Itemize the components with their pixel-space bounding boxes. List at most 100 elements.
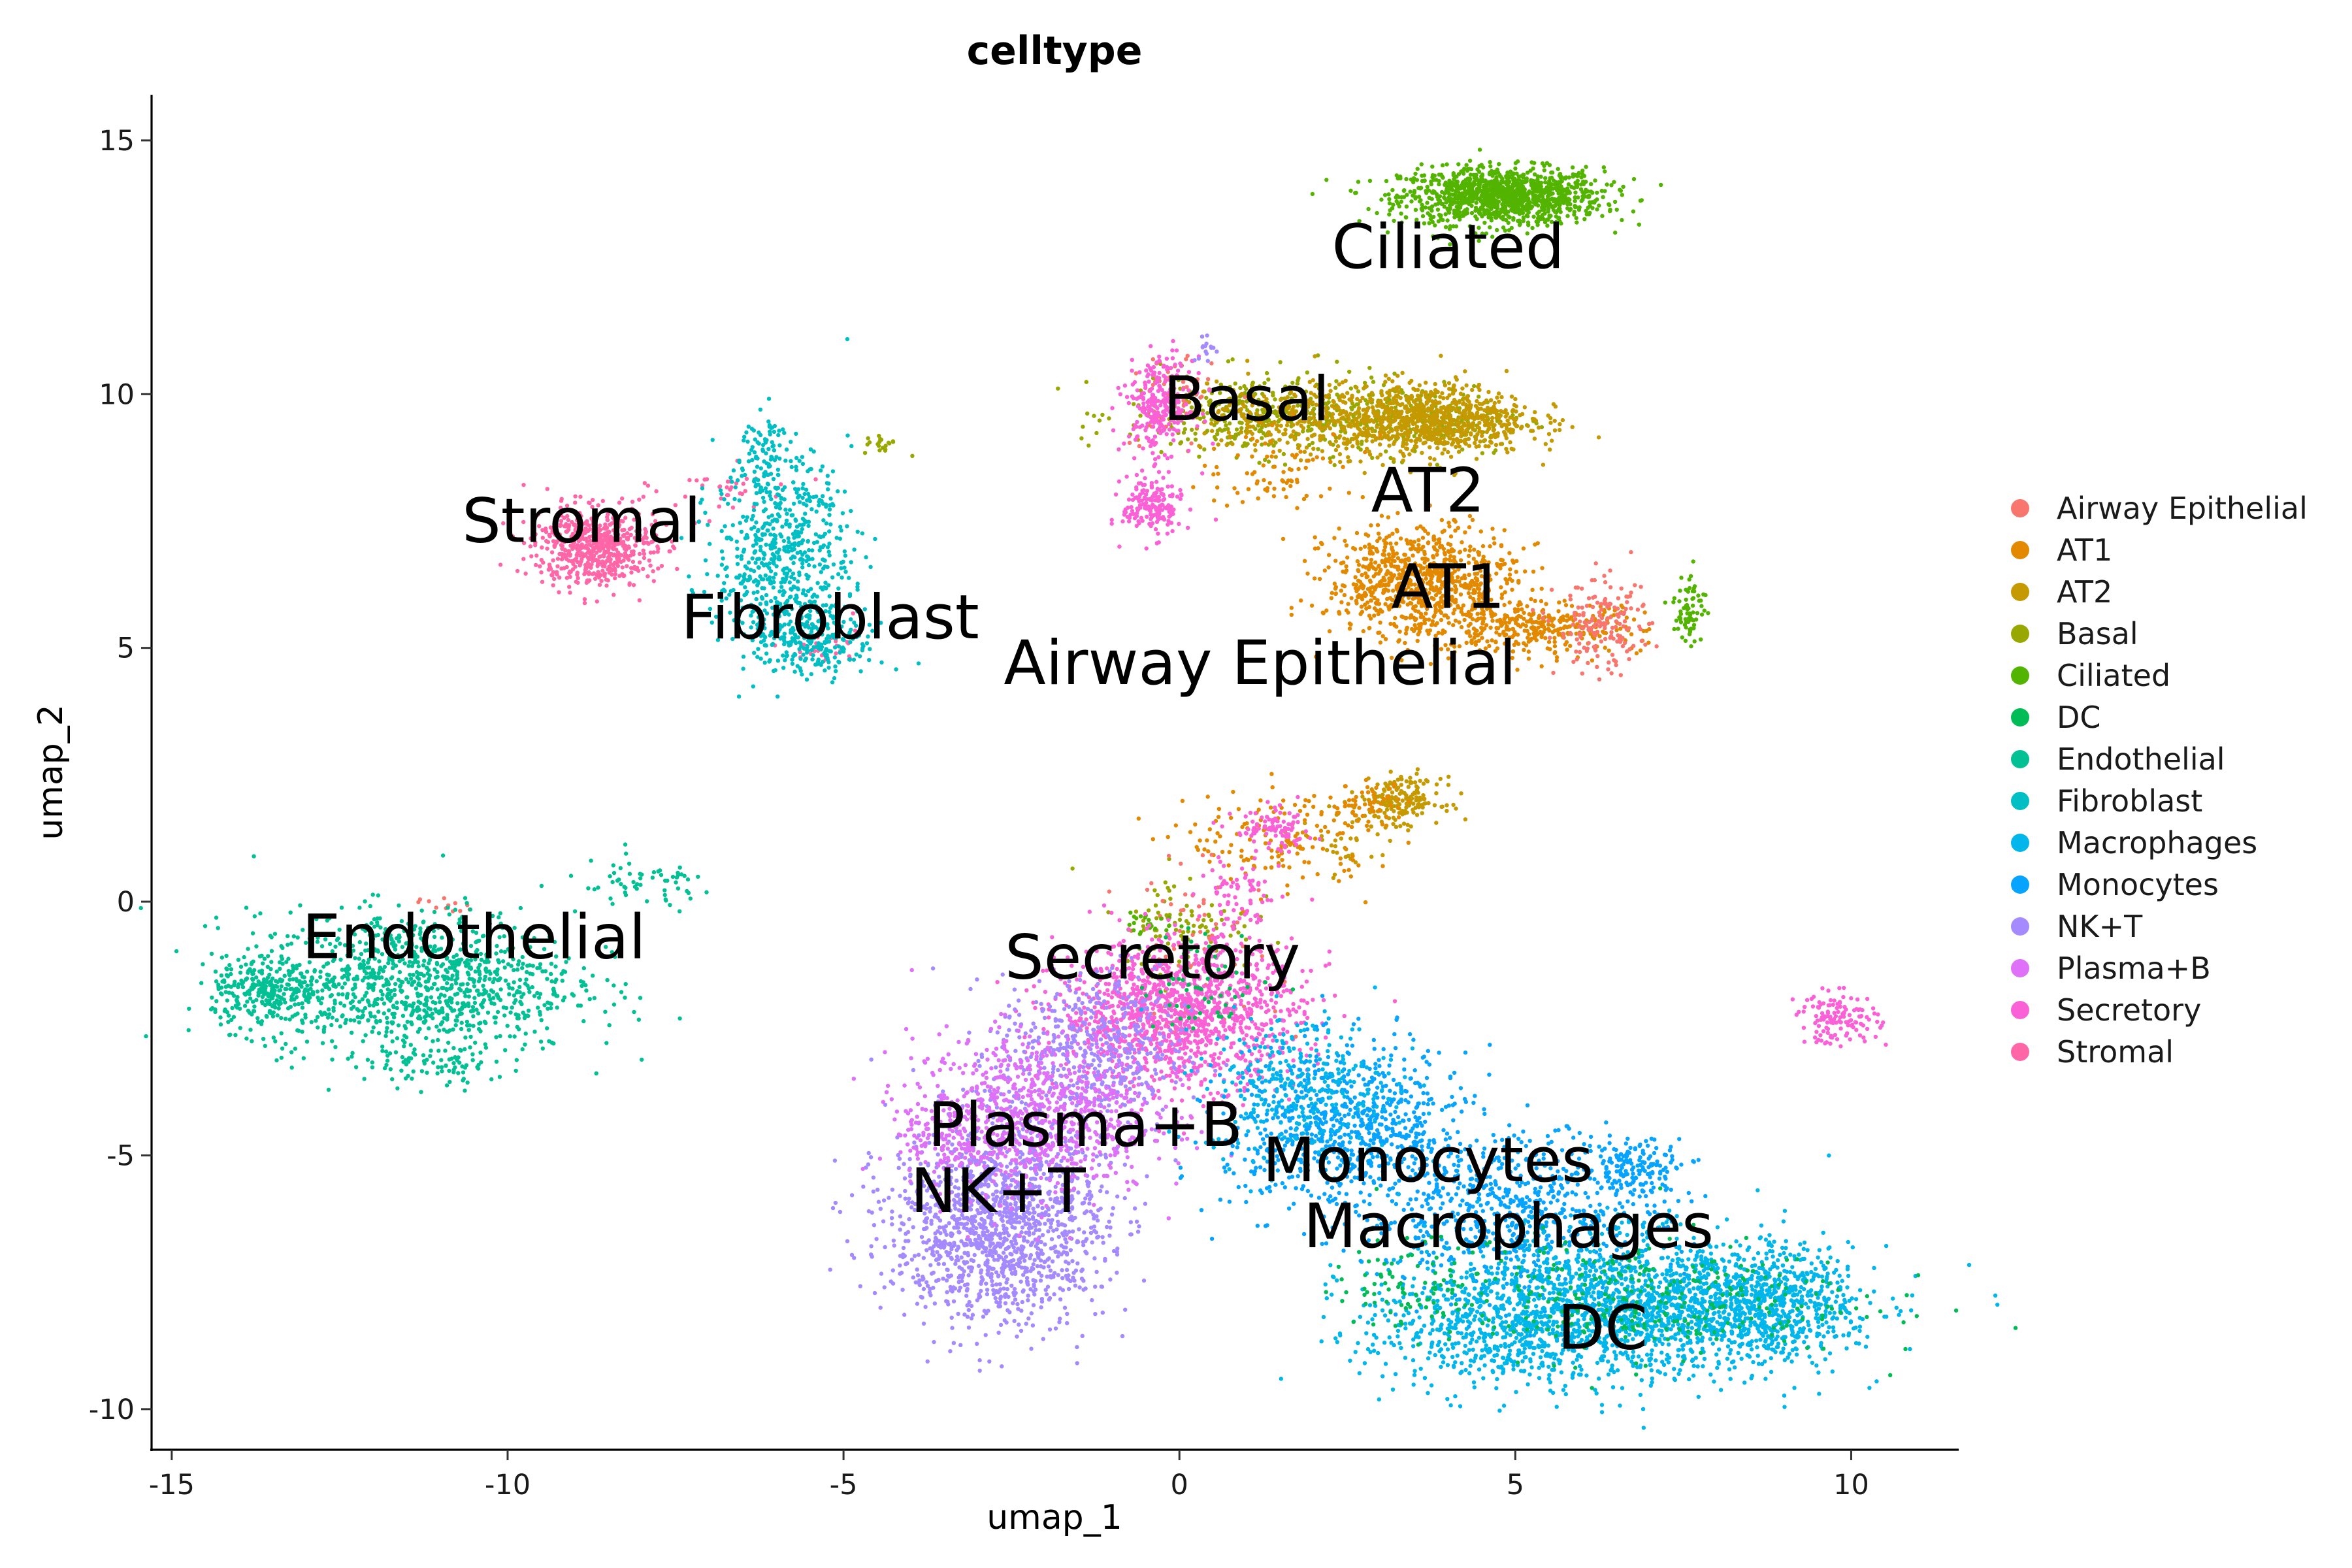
data-point — [1464, 433, 1468, 436]
data-point — [1245, 857, 1249, 861]
data-point — [1505, 369, 1509, 373]
data-point — [1377, 564, 1380, 568]
data-point — [1383, 542, 1387, 546]
data-point — [1206, 849, 1210, 853]
data-point — [1432, 538, 1436, 542]
data-point — [1429, 390, 1433, 394]
data-point — [1569, 597, 1573, 601]
data-point — [1510, 447, 1514, 451]
data-point — [1512, 403, 1516, 407]
data-point — [1424, 205, 1428, 209]
data-point — [1540, 664, 1544, 668]
data-point — [1395, 193, 1399, 197]
data-point — [1599, 623, 1603, 627]
data-point — [1181, 799, 1184, 803]
data-point — [1262, 478, 1266, 482]
data-point — [1607, 661, 1610, 664]
data-point — [1409, 781, 1413, 785]
data-point — [1571, 174, 1575, 178]
data-point — [1459, 392, 1463, 396]
data-point — [1389, 804, 1393, 808]
data-point — [1311, 805, 1315, 809]
data-point — [1509, 618, 1512, 622]
data-point — [1447, 393, 1451, 397]
data-point — [1387, 552, 1391, 556]
data-point — [1587, 596, 1591, 600]
data-point — [1418, 438, 1422, 442]
data-point — [1107, 416, 1111, 420]
data-point — [1282, 487, 1286, 491]
data-point — [1514, 570, 1518, 574]
data-point — [1197, 904, 1201, 908]
data-point — [1453, 201, 1457, 204]
data-point — [1395, 199, 1399, 203]
data-point — [1337, 527, 1341, 531]
data-point — [1319, 828, 1323, 832]
data-point — [1356, 442, 1360, 446]
data-point — [1269, 772, 1273, 776]
data-point — [1608, 209, 1612, 213]
data-point — [1582, 620, 1586, 624]
data-point — [1411, 178, 1415, 182]
data-point — [1328, 460, 1332, 464]
data-point — [1593, 633, 1597, 637]
data-point — [1377, 815, 1380, 819]
data-point — [1463, 817, 1467, 821]
data-point — [1422, 781, 1426, 785]
data-point — [1267, 459, 1271, 463]
data-point — [1501, 203, 1505, 206]
data-point — [1544, 442, 1548, 446]
data-point — [1193, 823, 1197, 826]
data-point — [1561, 199, 1565, 203]
data-point — [1345, 391, 1349, 395]
data-point — [1375, 602, 1379, 606]
data-point — [1413, 791, 1416, 794]
data-point — [1575, 185, 1579, 189]
data-point — [1413, 172, 1417, 176]
data-point — [1349, 399, 1353, 402]
data-point — [1431, 189, 1435, 193]
data-point — [1517, 178, 1521, 182]
data-point — [1639, 199, 1642, 203]
data-point — [1464, 384, 1468, 387]
data-point — [1577, 208, 1581, 212]
data-point — [1636, 608, 1640, 612]
data-point — [1281, 864, 1285, 868]
data-point — [1600, 214, 1604, 218]
data-point — [1553, 644, 1557, 648]
data-point — [1418, 416, 1422, 419]
data-point — [1350, 820, 1354, 824]
data-point — [1541, 616, 1544, 620]
data-point — [1640, 639, 1644, 643]
data-point — [1350, 444, 1354, 448]
data-point — [1615, 612, 1619, 616]
data-point — [868, 440, 872, 444]
data-point — [1454, 806, 1458, 810]
data-point — [1547, 432, 1551, 436]
data-point — [1266, 486, 1269, 490]
data-point — [1413, 540, 1416, 544]
data-point — [1442, 195, 1446, 199]
data-point — [1458, 204, 1462, 208]
data-point — [1330, 404, 1334, 408]
data-point — [1166, 835, 1170, 839]
data-point — [1427, 188, 1431, 192]
data-point — [1472, 417, 1476, 421]
data-point — [1241, 500, 1245, 504]
data-point — [1407, 841, 1411, 845]
data-point — [1418, 384, 1422, 387]
data-point — [1334, 379, 1338, 383]
data-point — [1384, 572, 1388, 576]
data-point — [1420, 811, 1424, 815]
data-point — [1441, 436, 1445, 440]
data-point — [1533, 542, 1537, 546]
data-point — [1416, 543, 1420, 547]
data-point — [1369, 825, 1373, 828]
data-point — [1441, 396, 1445, 400]
data-point — [1250, 455, 1254, 459]
data-point — [1468, 177, 1472, 181]
data-point — [1212, 498, 1216, 502]
data-point — [1629, 606, 1633, 610]
data-point — [1411, 544, 1414, 548]
data-point — [1401, 798, 1405, 802]
